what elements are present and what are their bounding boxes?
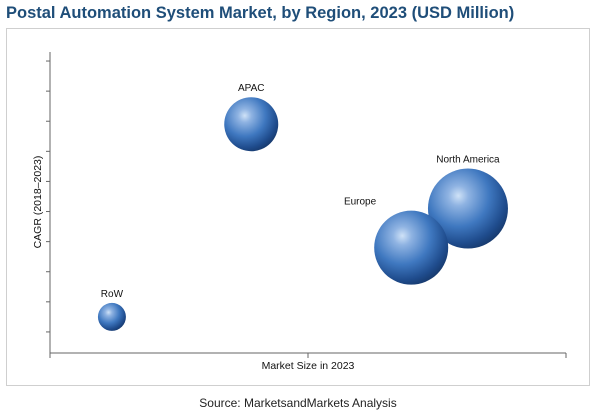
chart-frame	[6, 28, 590, 386]
bubble-label-europe: Europe	[344, 197, 377, 208]
y-axis-label: CAGR (2018–2023)	[32, 156, 44, 249]
bubble-north-america	[427, 168, 508, 249]
bubble-label-row: RoW	[101, 289, 124, 300]
bubble-europe	[374, 210, 449, 285]
bubble-label-apac: APAC	[238, 83, 265, 94]
chart-title: Postal Automation System Market, by Regi…	[6, 4, 515, 22]
bubble-apac	[224, 97, 279, 152]
bubbles: APAC North America Europe RoW	[97, 83, 508, 331]
y-ticks	[46, 60, 50, 333]
x-axis-label: Market Size in 2023	[262, 360, 355, 372]
source-note: Source: MarketsandMarkets Analysis	[199, 396, 397, 410]
x-ticks	[49, 353, 567, 358]
bubble-label-north-america: North America	[436, 155, 500, 166]
bubble-row	[97, 302, 126, 331]
